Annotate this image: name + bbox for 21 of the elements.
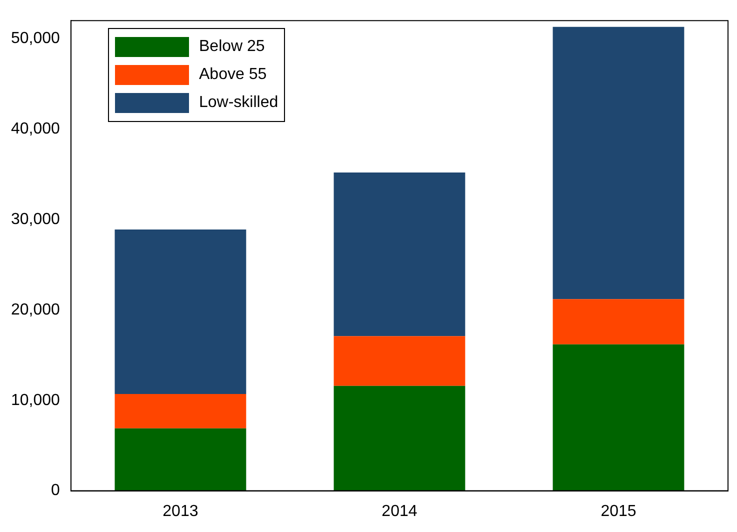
bar xyxy=(114,394,246,428)
y-tick-label: 30,000 xyxy=(11,210,60,228)
legend-label: Low-skilled xyxy=(199,94,278,112)
x-tick-label: 2015 xyxy=(600,502,636,520)
legend-label: Below 25 xyxy=(199,38,265,56)
bar xyxy=(552,344,684,491)
legend-label: Above 55 xyxy=(199,66,267,84)
y-tick-label: 0 xyxy=(51,482,60,500)
y-tick-label: 50,000 xyxy=(11,30,60,48)
y-tick-label: 10,000 xyxy=(11,392,60,409)
y-tick-label: 20,000 xyxy=(11,301,60,318)
x-tick-label: 2013 xyxy=(162,502,198,520)
bar xyxy=(334,336,466,386)
bar xyxy=(334,386,466,491)
bar xyxy=(114,428,246,491)
y-tick-label: 40,000 xyxy=(11,120,60,138)
bar xyxy=(114,229,246,394)
bar xyxy=(334,172,466,336)
bar xyxy=(552,299,684,344)
x-tick-label: 2014 xyxy=(382,502,418,520)
bar xyxy=(552,26,684,300)
